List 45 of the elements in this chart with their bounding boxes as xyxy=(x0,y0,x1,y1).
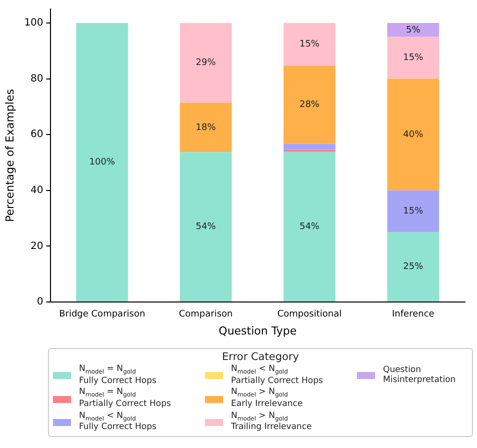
y-tick-label: 0 xyxy=(36,296,44,308)
legend-label: N$_{model}$ > N$_{gold}$ Early Irrelevance xyxy=(231,387,303,410)
legend-label: N$_{model}$ = N$_{gold}$ Partially Correct Hops xyxy=(79,387,171,410)
y-axis-title: Percentage of Examples xyxy=(3,88,16,222)
x-axis-title: Question Type xyxy=(218,324,297,338)
data-label: 29% xyxy=(196,58,216,68)
bar xyxy=(180,22,232,103)
data-label: 100% xyxy=(89,158,116,168)
x-tick-label: Compositional xyxy=(277,310,342,320)
y-tick-label: 100 xyxy=(24,18,44,29)
data-label: 54% xyxy=(196,222,216,232)
data-label: 15% xyxy=(403,53,424,64)
legend-label: N$_{model}$ < N$_{gold}$ Fully Correct Hops xyxy=(79,410,156,434)
data-label: 40% xyxy=(403,130,424,140)
bar xyxy=(180,152,232,302)
bar xyxy=(76,22,128,302)
legend-label: Question Misinterpretation xyxy=(383,364,456,386)
data-label: 15% xyxy=(299,40,320,50)
data-label: 5% xyxy=(406,25,421,36)
bar xyxy=(180,102,232,152)
bar xyxy=(387,78,440,190)
y-tick-label: 40 xyxy=(30,184,44,196)
x-tick-label: Bridge Comparison xyxy=(59,310,146,320)
y-tick-label: 60 xyxy=(30,129,44,140)
bar xyxy=(387,190,440,232)
data-label: 54% xyxy=(299,222,320,232)
bar xyxy=(387,36,440,79)
legend-label: N$_{model}$ = N$_{gold}$ Fully Correct Hops xyxy=(79,364,156,386)
bar xyxy=(284,22,336,66)
bar xyxy=(387,22,440,37)
legend-title: Error Category xyxy=(221,351,300,363)
x-tick-label: Comparison xyxy=(178,310,233,320)
bar xyxy=(284,144,336,150)
data-label: 15% xyxy=(403,206,424,217)
y-tick-label: 20 xyxy=(30,240,44,252)
bar xyxy=(284,66,336,144)
legend-label: N$_{model}$ < N$_{gold}$ Partially Correct Hops xyxy=(231,364,323,386)
bar xyxy=(284,152,336,302)
data-label: 25% xyxy=(403,262,424,272)
bar xyxy=(387,232,440,302)
y-tick-label: 80 xyxy=(30,73,44,84)
x-tick-label: Inference xyxy=(392,310,435,320)
legend-label: N$_{model}$ > N$_{gold}$ Trailing Irrelevance xyxy=(231,410,312,434)
data-label: 28% xyxy=(299,100,320,110)
data-label: 18% xyxy=(196,122,216,133)
